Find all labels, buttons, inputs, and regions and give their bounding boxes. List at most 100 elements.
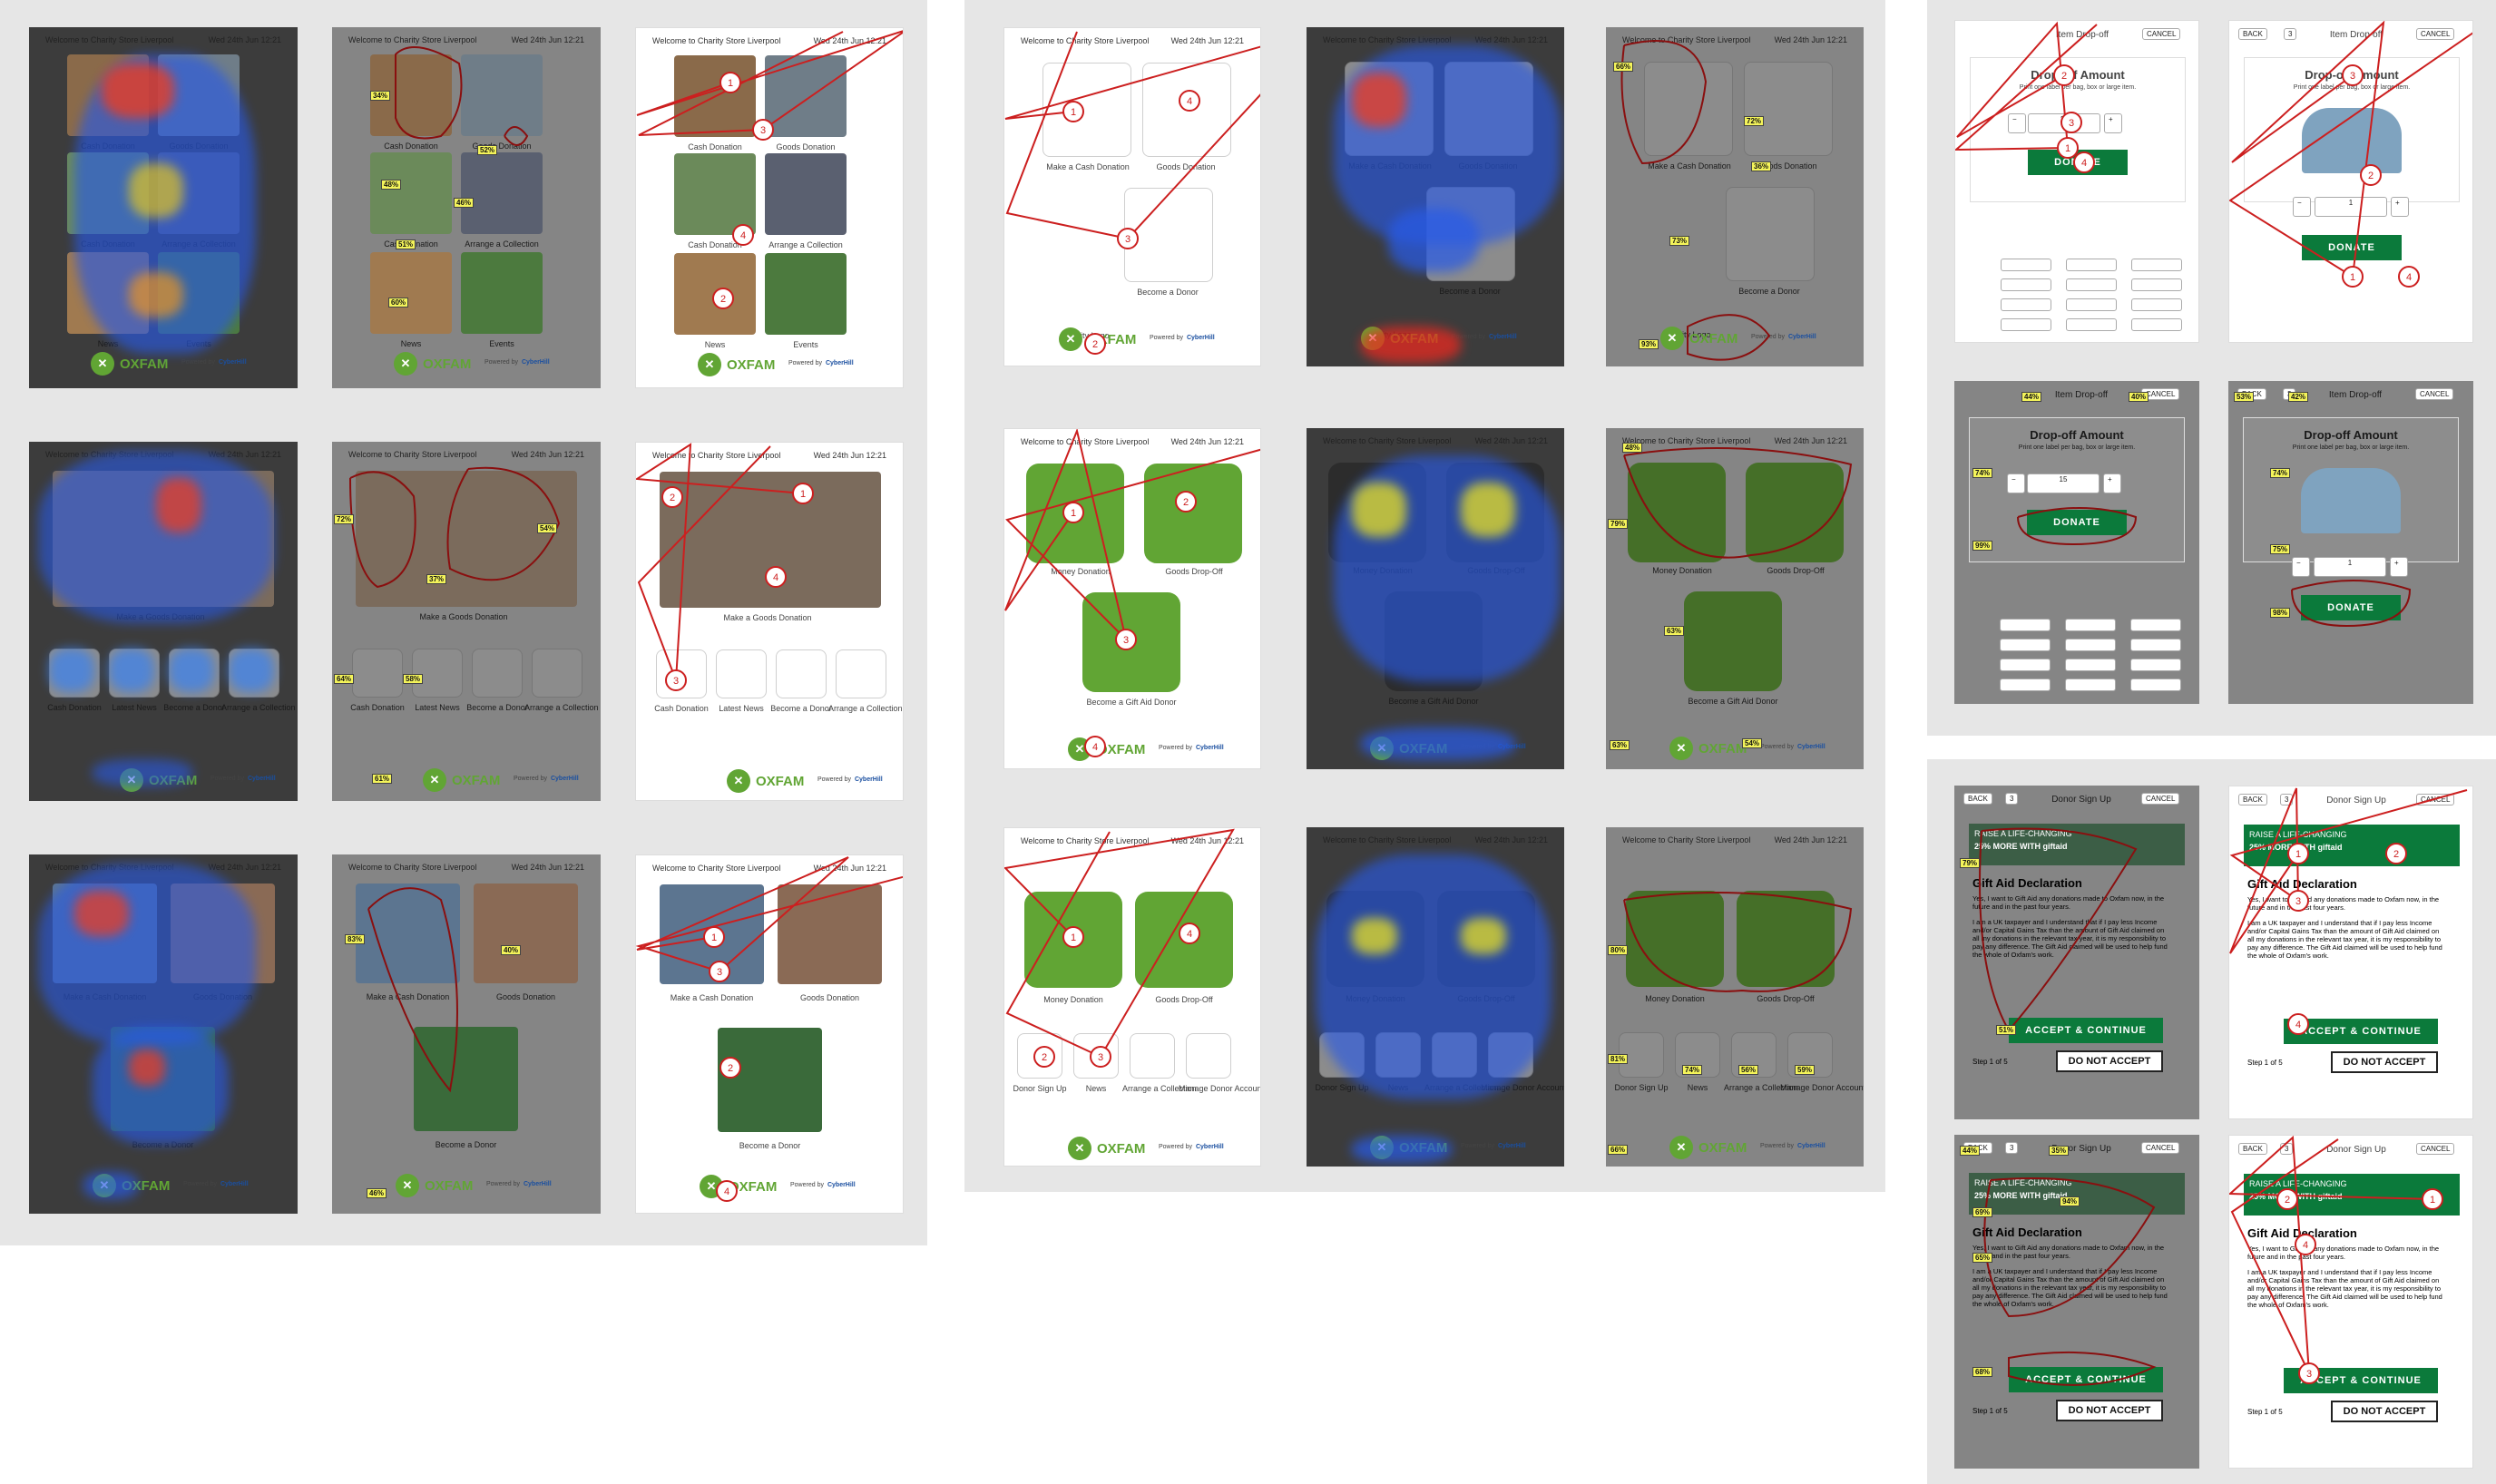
cancel-button[interactable]: CANCEL [2415, 388, 2454, 400]
do-not-accept-button[interactable]: DO NOT ACCEPT [2056, 1400, 2163, 1421]
keypad-key[interactable] [2000, 679, 2051, 691]
option-tile[interactable] [1017, 1033, 1062, 1079]
keypad-key[interactable] [2066, 318, 2117, 331]
powered-text: Powered by [1159, 1144, 1192, 1150]
tile-label: News [97, 339, 119, 348]
keypad-key[interactable] [2130, 659, 2181, 671]
powered-text: Powered by [1760, 744, 1794, 750]
back-button[interactable]: BACK [2238, 794, 2267, 805]
do-not-accept-button[interactable]: DO NOT ACCEPT [2331, 1051, 2438, 1073]
accept-continue-button[interactable]: ACCEPT & CONTINUE [2009, 1367, 2163, 1392]
green-icon-tile[interactable] [1746, 463, 1844, 562]
icon-tile[interactable] [1744, 62, 1833, 156]
cancel-button[interactable]: CANCEL [2141, 1142, 2180, 1154]
plus-button[interactable]: + [2391, 197, 2409, 217]
keypad-key[interactable] [2131, 278, 2182, 291]
keypad-key[interactable] [2131, 298, 2182, 311]
plus-button[interactable]: + [2104, 113, 2122, 133]
keypad-key[interactable] [2000, 659, 2051, 671]
left-row1-aoi: Welcome to Charity Store Liverpool Wed 24… [332, 27, 601, 388]
cancel-button[interactable]: CANCEL [2416, 1143, 2455, 1155]
dropoff-stepper-scanpath: Item Drop-off CANCEL Drop-off Amount Print … [1954, 20, 2199, 343]
option-tile[interactable] [352, 649, 403, 698]
keypad-key[interactable] [2130, 619, 2181, 631]
icon-tile[interactable] [1142, 63, 1231, 157]
icon-tile[interactable] [1124, 188, 1213, 282]
green-icon-tile[interactable] [1026, 464, 1124, 563]
accept-continue-button[interactable]: ACCEPT & CONTINUE [2009, 1018, 2163, 1043]
accept-continue-button[interactable]: ACCEPT & CONTINUE [2284, 1019, 2438, 1044]
percentage-badge: 80% [1608, 945, 1629, 955]
keypad-key[interactable] [2001, 278, 2051, 291]
option-tile[interactable] [1731, 1032, 1777, 1078]
keypad-key[interactable] [2000, 619, 2051, 631]
back-button[interactable]: BACK [1963, 793, 1992, 805]
cancel-button[interactable]: CANCEL [2142, 28, 2181, 40]
option-tile[interactable] [716, 649, 767, 698]
green-icon-tile[interactable] [1135, 892, 1233, 988]
keypad-key[interactable] [2131, 318, 2182, 331]
green-icon-tile[interactable] [1082, 592, 1180, 692]
option-tile[interactable] [1130, 1033, 1175, 1079]
minus-button[interactable]: − [2292, 557, 2310, 577]
keypad-key[interactable] [2001, 318, 2051, 331]
icon-tile[interactable] [1644, 62, 1733, 156]
green-icon-tile[interactable] [1626, 891, 1724, 987]
header-bar: Welcome to Charity Store Liverpool Wed 24… [1606, 27, 1864, 53]
keypad-key[interactable] [2065, 619, 2116, 631]
green-icon-tile[interactable] [1737, 891, 1835, 987]
keypad-key[interactable] [2000, 639, 2051, 651]
giftaid-aoi-1: BACK 3 Donor Sign Up CANCEL RAISE A LIFE-CHA… [1954, 786, 2199, 1119]
cancel-button[interactable]: CANCEL [2141, 793, 2180, 805]
do-not-accept-button[interactable]: DO NOT ACCEPT [2056, 1050, 2163, 1072]
cancel-button[interactable]: CANCEL [2416, 28, 2455, 40]
minus-button[interactable]: − [2008, 113, 2026, 133]
keypad-key[interactable] [2065, 679, 2116, 691]
quantity-input[interactable]: 1 [2314, 557, 2386, 577]
keypad-key[interactable] [2130, 679, 2181, 691]
quantity-input[interactable]: 15 [2027, 474, 2100, 493]
option-tile[interactable] [776, 649, 827, 698]
option-tile[interactable] [1186, 1033, 1231, 1079]
accept-continue-button[interactable]: ACCEPT & CONTINUE [2284, 1368, 2438, 1393]
option-tile[interactable] [836, 649, 886, 698]
keypad-key[interactable] [2001, 298, 2051, 311]
cancel-button[interactable]: CANCEL [2416, 794, 2455, 805]
quantity-input[interactable]: 15 [2028, 113, 2100, 133]
option-tile[interactable] [412, 649, 463, 698]
plus-button[interactable]: + [2390, 557, 2408, 577]
icon-tile[interactable] [1042, 63, 1131, 157]
option-tile[interactable] [656, 649, 707, 698]
option-tile[interactable] [532, 649, 582, 698]
green-icon-tile[interactable] [1684, 591, 1782, 691]
minus-button[interactable]: − [2007, 474, 2025, 493]
option-tile[interactable] [472, 649, 523, 698]
minus-button[interactable]: − [2293, 197, 2311, 217]
donate-button[interactable]: DONATE [2302, 235, 2402, 260]
do-not-accept-button[interactable]: DO NOT ACCEPT [2331, 1401, 2438, 1422]
option-tile[interactable] [1073, 1033, 1119, 1079]
keypad-key[interactable] [2131, 259, 2182, 271]
green-icon-tile[interactable] [1024, 892, 1122, 988]
donate-button[interactable]: DONATE [2028, 150, 2128, 175]
keypad-key[interactable] [2066, 259, 2117, 271]
keypad-key[interactable] [2066, 278, 2117, 291]
green-icon-tile[interactable] [1628, 463, 1726, 562]
plus-button[interactable]: + [2103, 474, 2121, 493]
icon-tile[interactable] [1726, 187, 1815, 281]
green-icon-tile[interactable] [1144, 464, 1242, 563]
mid-row2-scanpath: Welcome to Charity Store Liverpool Wed 24… [1003, 428, 1261, 769]
donate-button[interactable]: DONATE [2027, 510, 2127, 535]
percentage-badge: 99% [1972, 541, 1993, 551]
quantity-input[interactable]: 1 [2315, 197, 2387, 217]
tile-label: Become a Donor [132, 1140, 194, 1149]
back-button[interactable]: BACK [2238, 28, 2267, 40]
back-button[interactable]: BACK [2238, 1143, 2267, 1155]
keypad-key[interactable] [2001, 259, 2051, 271]
keypad-key[interactable] [2065, 639, 2116, 651]
keypad-key[interactable] [2130, 639, 2181, 651]
donate-button[interactable]: DONATE [2301, 595, 2401, 620]
welcome-text: Welcome to Charity Store Liverpool [348, 450, 477, 459]
keypad-key[interactable] [2066, 298, 2117, 311]
keypad-key[interactable] [2065, 659, 2116, 671]
